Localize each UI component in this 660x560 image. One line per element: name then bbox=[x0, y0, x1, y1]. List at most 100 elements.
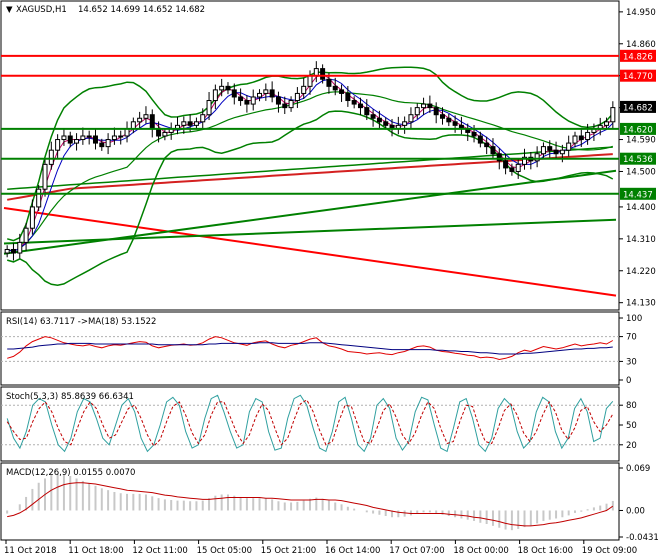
candle-body bbox=[48, 149, 54, 165]
candle-body bbox=[74, 139, 80, 144]
candle-body bbox=[503, 160, 509, 169]
stoch-axis-label: 50 bbox=[626, 421, 637, 431]
candle-body bbox=[231, 89, 237, 98]
candle-body bbox=[610, 107, 616, 123]
ohlc-readout: 14.652 14.699 14.652 14.682 bbox=[78, 5, 205, 15]
candle-body bbox=[67, 135, 73, 144]
stoch-title: Stoch(5,3,3) 85.8639 66.6341 bbox=[6, 392, 134, 402]
level-label-bg bbox=[620, 152, 656, 165]
level-label: 14.620 bbox=[623, 125, 653, 135]
rsi-axis-label: 0 bbox=[626, 376, 631, 386]
price-axis-label: 14.860 bbox=[626, 40, 656, 50]
stoch-series-2 bbox=[6, 399, 614, 447]
last-price-bg bbox=[620, 100, 656, 113]
candle-body bbox=[250, 96, 256, 105]
macd-pane-frame bbox=[0, 462, 620, 541]
macd-axis-label: 0.00 bbox=[626, 506, 645, 516]
candle-body bbox=[515, 163, 521, 172]
candle-body bbox=[301, 85, 307, 94]
candle-body bbox=[263, 89, 269, 94]
candle-body bbox=[509, 167, 515, 172]
stoch-series-1 bbox=[6, 394, 614, 453]
macd-axis-label: 0.069 bbox=[626, 464, 650, 474]
axis-layer: 14.95014.86014.77014.68014.59014.50014.4… bbox=[4, 8, 659, 556]
time-axis-label: 18 Oct 16:00 bbox=[518, 546, 573, 556]
candle-body bbox=[200, 114, 206, 123]
candle-body bbox=[578, 135, 584, 141]
candle-body bbox=[534, 153, 540, 162]
symbol-label: XAGUSD,H1 bbox=[16, 5, 67, 15]
candle-body bbox=[427, 103, 433, 109]
candle-body bbox=[55, 139, 61, 151]
ma-fast-line bbox=[7, 73, 614, 252]
candle-body bbox=[80, 135, 86, 141]
rsi-title: RSI(14) 63.7117 ->MA(18) 53.1522 bbox=[6, 317, 156, 327]
candle-body bbox=[149, 114, 155, 130]
macd-layer bbox=[6, 473, 614, 531]
candle-body bbox=[294, 92, 300, 102]
candle-body bbox=[219, 85, 225, 91]
candle-body bbox=[187, 121, 193, 126]
level-label: 14.826 bbox=[623, 52, 653, 62]
candle-body bbox=[61, 135, 67, 141]
candle-body bbox=[29, 206, 35, 229]
time-axis-label: 16 Oct 14:00 bbox=[325, 546, 380, 556]
symbol-dropdown-icon[interactable]: ▼ bbox=[6, 5, 13, 15]
trendline-3 bbox=[3, 218, 617, 245]
rsi-layer bbox=[1, 336, 619, 362]
candle-body bbox=[446, 117, 452, 123]
candle-body bbox=[181, 121, 187, 126]
candle-body bbox=[376, 117, 382, 123]
candle-body bbox=[206, 100, 212, 116]
candle-body bbox=[522, 156, 528, 165]
candle-body bbox=[471, 131, 477, 137]
candle-body bbox=[162, 131, 168, 137]
stoch-layer bbox=[1, 394, 619, 453]
candle-body bbox=[124, 128, 130, 137]
candle-body bbox=[10, 248, 16, 254]
rsi-axis-label: 30 bbox=[626, 357, 637, 367]
candle-body bbox=[111, 135, 117, 141]
price-axis-label: 14.310 bbox=[626, 235, 656, 245]
candle-body bbox=[193, 121, 199, 126]
rsi-series-1 bbox=[7, 336, 614, 361]
candle-body bbox=[566, 142, 572, 151]
candle-body bbox=[130, 121, 136, 130]
candle-body bbox=[244, 100, 250, 105]
candle-body bbox=[225, 85, 231, 91]
macd-axis-label: -0.0431 bbox=[626, 533, 659, 543]
level-label-bg bbox=[620, 69, 656, 82]
candle-body bbox=[86, 135, 92, 138]
candle-body bbox=[477, 135, 483, 144]
bollinger-lower bbox=[6, 110, 614, 286]
candle-body bbox=[540, 146, 546, 155]
candle-body bbox=[137, 117, 143, 123]
candle-body bbox=[339, 89, 345, 94]
time-axis-label: 17 Oct 07:00 bbox=[389, 546, 444, 556]
candle-body bbox=[275, 96, 281, 105]
candle-body bbox=[439, 114, 445, 119]
candle-body bbox=[212, 89, 218, 102]
candle-body bbox=[332, 85, 338, 91]
level-label: 14.770 bbox=[623, 72, 653, 82]
time-axis-label: 12 Oct 11:00 bbox=[132, 546, 187, 556]
candle-body bbox=[370, 114, 376, 119]
price-axis-label: 14.590 bbox=[626, 136, 656, 146]
candle-body bbox=[490, 146, 496, 155]
candle-body bbox=[282, 103, 288, 109]
candle-body bbox=[553, 149, 559, 155]
time-axis-label: 11 Oct 18:00 bbox=[68, 546, 123, 556]
time-axis-label: 11 Oct 2018 bbox=[4, 546, 57, 556]
price-axis-label: 14.220 bbox=[626, 267, 656, 277]
rsi-pane-frame bbox=[0, 311, 620, 386]
candle-body bbox=[92, 135, 98, 144]
candle-body bbox=[345, 92, 351, 102]
rsi-series-2 bbox=[7, 342, 613, 355]
candle-body bbox=[402, 121, 408, 126]
candle-body bbox=[572, 135, 578, 144]
rsi-axis-label: 100 bbox=[626, 314, 642, 324]
stoch-axis-label: 80 bbox=[626, 401, 637, 411]
candle-body bbox=[585, 131, 591, 141]
